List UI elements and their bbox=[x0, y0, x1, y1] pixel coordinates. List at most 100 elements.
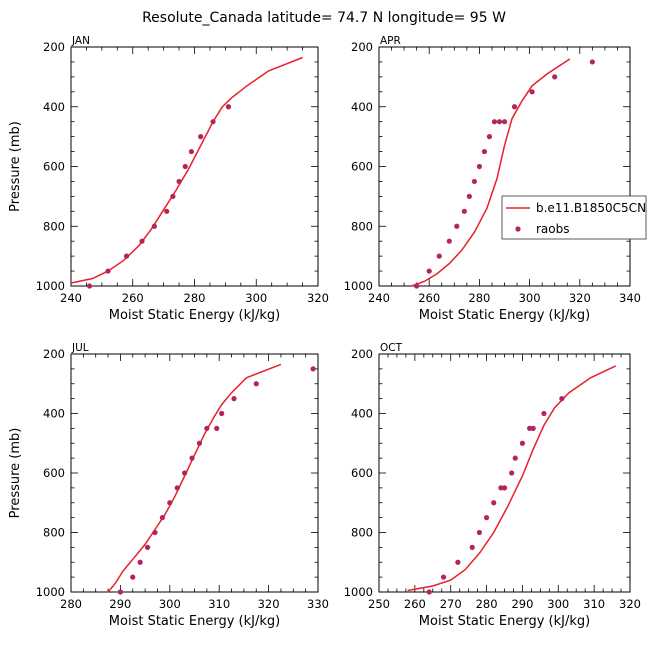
plot-frame bbox=[378, 46, 631, 287]
obs-point bbox=[189, 455, 195, 461]
obs-point bbox=[529, 89, 535, 95]
panels-container: JAN 240 260 280 300 320 200 400 600 800 1000 Moist … bbox=[8, 35, 647, 629]
obs-point bbox=[426, 589, 432, 595]
x-tick-label: 260 bbox=[418, 291, 440, 305]
x-tick-label: 330 bbox=[307, 597, 329, 611]
obs-point bbox=[130, 574, 136, 580]
obs-point bbox=[491, 500, 497, 506]
obs-point bbox=[105, 268, 111, 274]
obs-point bbox=[196, 440, 203, 446]
x-tick-label: 310 bbox=[208, 597, 230, 611]
obs-point bbox=[589, 59, 595, 65]
obs-point bbox=[174, 485, 180, 491]
x-tick-label: 250 bbox=[368, 597, 390, 611]
obs-point bbox=[511, 104, 518, 110]
obs-point bbox=[491, 119, 498, 125]
y-tick-label: 1000 bbox=[344, 585, 373, 599]
panel-title: JAN bbox=[71, 35, 90, 47]
model-series-line bbox=[107, 363, 282, 593]
x-tick-label: 290 bbox=[109, 597, 131, 611]
obs-point bbox=[231, 396, 237, 402]
x-tick-label: 320 bbox=[307, 291, 329, 305]
panel-title: JUL bbox=[71, 342, 89, 354]
obs-point bbox=[170, 193, 176, 199]
panel-jul: JUL 280 290 300 310 320 330 200 400 600 800 1000 Moi… bbox=[8, 342, 329, 629]
x-tick-label: 260 bbox=[122, 291, 144, 305]
obs-point bbox=[436, 253, 442, 259]
obs-point bbox=[253, 381, 259, 387]
obs-point bbox=[137, 559, 143, 565]
x-tick-label: 320 bbox=[569, 291, 591, 305]
x-tick-label: 260 bbox=[404, 597, 426, 611]
obs-point bbox=[310, 366, 316, 372]
obs-point bbox=[483, 515, 490, 521]
panel-oct: OCT 250 260 270 280 290 300 310 320 200 400 600 800 1… bbox=[344, 342, 641, 629]
obs-point bbox=[214, 425, 220, 431]
x-tick-label: 320 bbox=[619, 597, 641, 611]
x-tick-label: 300 bbox=[159, 597, 181, 611]
y-tick-label: 400 bbox=[43, 407, 65, 421]
panel-apr: APR 240 260 280 300 320 340 200 400 600 800 1000 Moi… bbox=[344, 35, 641, 323]
x-tick-label: 300 bbox=[547, 597, 569, 611]
obs-point bbox=[123, 253, 130, 259]
x-tick-label: 240 bbox=[60, 291, 82, 305]
obs-point bbox=[151, 223, 157, 229]
x-tick-label: 290 bbox=[511, 597, 533, 611]
obs-point bbox=[498, 485, 504, 491]
x-tick-label: 280 bbox=[60, 597, 82, 611]
panel-jan: JAN 240 260 280 300 320 200 400 600 800 1000 Moist … bbox=[8, 35, 329, 323]
x-axis-label: Moist Static Energy (kJ/kg) bbox=[419, 614, 590, 629]
x-tick-label: 240 bbox=[368, 291, 390, 305]
obs-point bbox=[471, 178, 477, 185]
y-tick-label: 600 bbox=[43, 466, 65, 480]
x-tick-label: 300 bbox=[519, 291, 541, 305]
plot-frame bbox=[70, 353, 319, 593]
y-tick-label: 400 bbox=[351, 407, 373, 421]
obs-point bbox=[144, 544, 151, 550]
legend-obs-label: raobs bbox=[536, 222, 570, 236]
x-tick-label: 280 bbox=[468, 291, 490, 305]
obs-point bbox=[559, 396, 565, 402]
x-axis-label: Moist Static Energy (kJ/kg) bbox=[109, 614, 280, 629]
obs-point bbox=[204, 425, 210, 431]
y-axis-label: Pressure (mb) bbox=[8, 428, 23, 519]
legend-obs-swatch bbox=[515, 226, 521, 232]
y-tick-label: 400 bbox=[351, 100, 373, 114]
obs-point bbox=[481, 148, 488, 155]
obs-point bbox=[527, 425, 533, 431]
obs-point bbox=[461, 208, 467, 214]
obs-point bbox=[486, 134, 493, 140]
obs-point bbox=[501, 485, 508, 491]
obs-point bbox=[512, 455, 518, 461]
y-tick-label: 1000 bbox=[36, 585, 65, 599]
obs-point bbox=[509, 470, 515, 476]
x-tick-label: 280 bbox=[184, 291, 206, 305]
plot-frame bbox=[70, 46, 319, 287]
x-tick-label: 280 bbox=[476, 597, 498, 611]
y-tick-label: 800 bbox=[43, 219, 65, 233]
model-series-line bbox=[411, 58, 571, 287]
obs-point bbox=[164, 208, 170, 214]
obs-point bbox=[182, 470, 188, 476]
y-tick-label: 1000 bbox=[344, 279, 373, 293]
obs-point bbox=[86, 283, 93, 289]
obs-point bbox=[476, 163, 482, 170]
legend-box bbox=[501, 195, 647, 240]
obs-point bbox=[219, 410, 225, 417]
x-tick-label: 300 bbox=[245, 291, 267, 305]
obs-point bbox=[426, 268, 432, 274]
obs-point bbox=[414, 283, 420, 289]
obs-point bbox=[139, 238, 145, 244]
obs-point bbox=[530, 425, 536, 431]
y-axis-label: Pressure (mb) bbox=[8, 121, 23, 212]
obs-point bbox=[455, 559, 461, 565]
y-tick-label: 600 bbox=[351, 466, 373, 480]
obs-point bbox=[469, 544, 475, 550]
legend: b.e11.B1850C5CN raobs bbox=[501, 195, 647, 240]
obs-point bbox=[446, 238, 452, 244]
y-tick-label: 200 bbox=[351, 40, 373, 54]
model-series-line bbox=[70, 56, 303, 284]
x-axis-label: Moist Static Energy (kJ/kg) bbox=[419, 308, 590, 323]
obs-point bbox=[210, 119, 216, 125]
